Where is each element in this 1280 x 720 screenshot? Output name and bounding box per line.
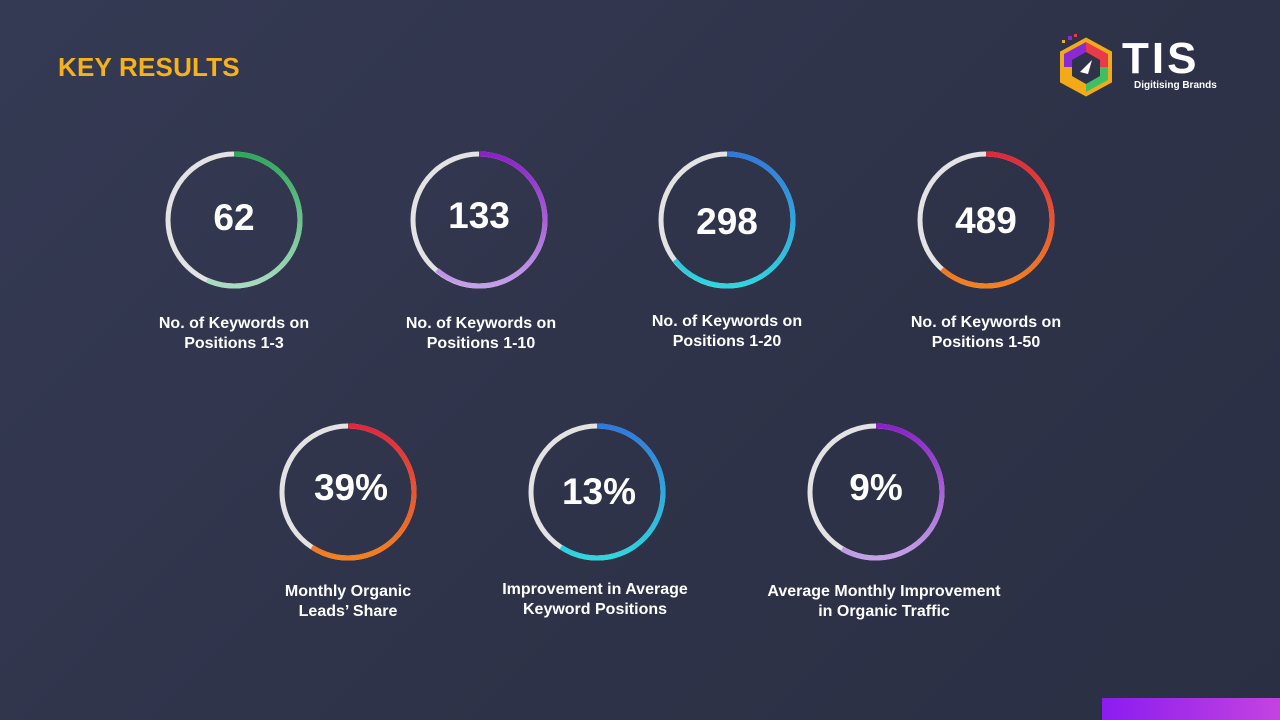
metric-keywords-1-3: 62 No. of Keywords on Positions 1-3 — [104, 148, 364, 368]
metric-value: 9% — [849, 467, 903, 508]
metric-value: 298 — [696, 201, 758, 242]
metric-label: Improvement in Average Keyword Positions — [502, 581, 688, 618]
metric-keywords-1-20: 298 No. of Keywords on Positions 1-20 — [597, 148, 857, 368]
metric-label: Average Monthly Improvement in Organic T… — [767, 583, 1001, 620]
metric-label: Monthly Organic Leads’ Share — [284, 583, 412, 620]
metric-keywords-1-10: 133 No. of Keywords on Positions 1-10 — [351, 148, 611, 368]
hexagon-logo-icon — [1060, 34, 1112, 97]
logo-wordmark: TIS — [1122, 34, 1200, 83]
corner-accent-bar — [1102, 698, 1280, 720]
metric-organic-traffic-improvement: 9% Average Monthly Improvement in Organi… — [746, 420, 1006, 640]
progress-ring-icon — [279, 423, 417, 561]
metric-value: 62 — [213, 197, 255, 238]
progress-ring-icon — [917, 151, 1055, 289]
metric-keywords-1-50: 489 No. of Keywords on Positions 1-50 — [856, 148, 1116, 368]
metric-keyword-position-improvement: 13% Improvement in Average Keyword Posit… — [465, 420, 725, 640]
metric-label: No. of Keywords on Positions 1-20 — [651, 313, 803, 350]
progress-ring-icon — [165, 151, 303, 289]
metric-value: 489 — [955, 200, 1017, 241]
slide-title: KEY RESULTS — [58, 52, 240, 82]
metric-label: No. of Keywords on Positions 1-50 — [910, 314, 1062, 351]
progress-ring-icon — [410, 151, 548, 289]
logo-tagline: Digitising Brands — [1134, 80, 1217, 91]
progress-ring-icon — [528, 423, 666, 561]
metric-label: No. of Keywords on Positions 1-10 — [405, 315, 557, 352]
progress-ring-icon — [658, 151, 796, 289]
progress-ring-icon — [807, 423, 945, 561]
metric-label: No. of Keywords on Positions 1-3 — [158, 315, 310, 352]
metric-value: 133 — [448, 195, 510, 236]
tis-logo: TIS Digitising Brands — [1056, 34, 1236, 98]
metric-value: 39% — [313, 467, 389, 508]
metric-organic-leads-share: 39% Monthly Organic Leads’ Share — [218, 420, 478, 640]
metric-value: 13% — [561, 471, 637, 512]
